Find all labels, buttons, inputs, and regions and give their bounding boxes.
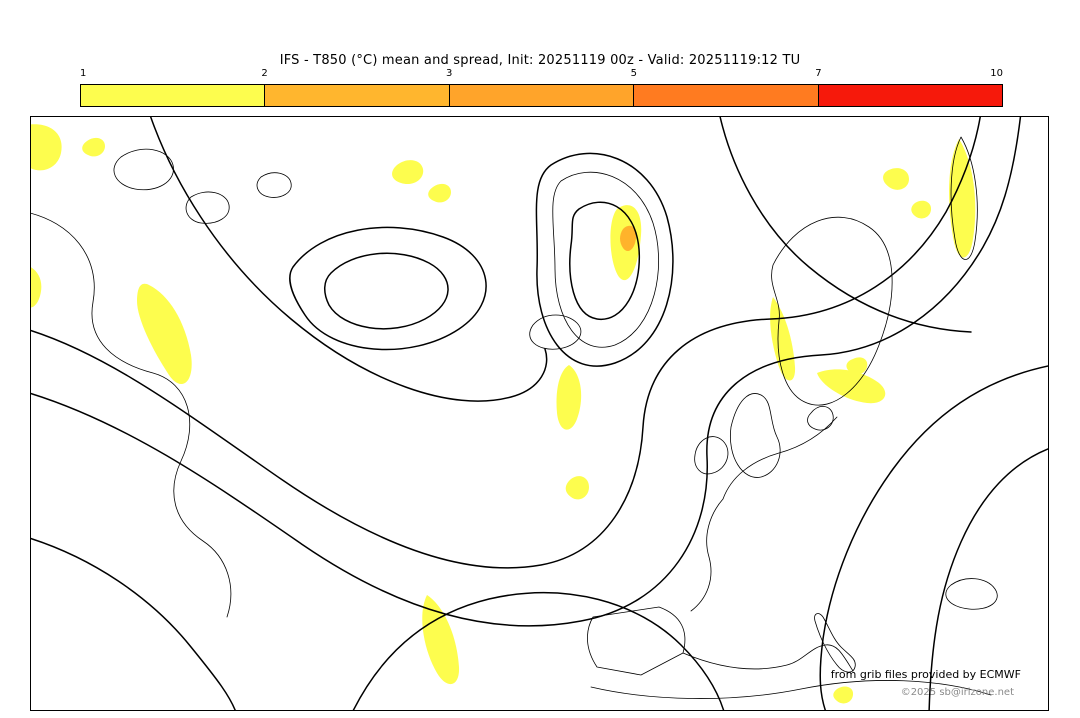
coastline (185, 191, 230, 224)
coastline-denmark (807, 406, 834, 431)
spread-patch (833, 686, 854, 704)
coastline-britain (729, 393, 781, 478)
coastline (256, 172, 292, 198)
spread-patch (883, 168, 909, 190)
coastline-black-sea (945, 578, 998, 610)
contour-layer (31, 117, 1048, 710)
coastline-scandinavia (771, 216, 893, 406)
credit-text: from grib files provided by ECMWF (830, 668, 1021, 681)
contour-line-greenland-inner (569, 201, 641, 320)
spread-patch (82, 137, 105, 157)
map-area: from grib files provided by ECMWF ©2025 … (30, 116, 1049, 711)
contour-line (719, 117, 972, 333)
contour-line (928, 448, 1048, 710)
spread-patch-mid (620, 225, 637, 252)
colorbar-segment-5-7 (634, 85, 819, 106)
coastline-layer (31, 136, 998, 699)
colorbar-tick-3: 3 (446, 68, 453, 79)
spread-patch (428, 183, 451, 203)
spread-patch (817, 369, 886, 404)
colorbar-segment-1-2 (81, 85, 266, 106)
contour-line (324, 252, 449, 330)
copyright-text: ©2025 sb@irizone.net (900, 687, 1014, 698)
spread-patch (846, 357, 868, 375)
spread-patch (422, 595, 460, 685)
contour-line (289, 226, 487, 351)
spread-shading-layer (31, 124, 976, 704)
spread-patch (565, 476, 589, 500)
coastline (113, 148, 174, 191)
colorbar-tick-1: 1 (80, 68, 87, 79)
colorbar-tick-2: 2 (261, 68, 268, 79)
spread-patch (556, 365, 582, 430)
colorbar-tick-labels: 1 2 3 5 7 10 (80, 68, 1003, 81)
contour-line (31, 117, 981, 569)
coastline-iceland (529, 314, 582, 350)
coastline-iberia (587, 606, 686, 676)
spread-patch (137, 283, 192, 385)
spread-patch (392, 160, 424, 185)
map-svg (31, 117, 1048, 710)
coastline-ireland (694, 436, 729, 475)
spread-patch (949, 139, 976, 258)
colorbar-tick-7: 7 (815, 68, 822, 79)
coastline (31, 212, 232, 618)
contour-line (149, 117, 548, 402)
contour-line (31, 117, 1022, 627)
spread-patch (911, 200, 932, 219)
colorbar-tick-5: 5 (630, 68, 637, 79)
spread-patch (770, 297, 796, 381)
contour-line (352, 592, 725, 710)
coastline-italy (814, 613, 856, 673)
contour-line (819, 365, 1048, 710)
colorbar-segment-2-3 (265, 85, 450, 106)
spread-patch (31, 124, 62, 171)
contour-line (31, 537, 236, 710)
coastline-greenland (552, 171, 659, 348)
colorbar-segment-7-10 (818, 85, 1003, 106)
coastline-north-africa (590, 680, 992, 699)
spread-patch (31, 267, 42, 308)
coastline-novaya-zemlya (950, 136, 978, 260)
colorbar-tick-10: 10 (990, 68, 1003, 79)
page-title: IFS - T850 (°C) mean and spread, Init: 2… (279, 53, 801, 68)
coastline-europe-west (690, 416, 838, 612)
contour-line-greenland-outer (535, 152, 674, 367)
colorbar-segment-3-5 (449, 85, 635, 106)
colorbar (80, 84, 1003, 107)
coastline-mediterranean (682, 644, 854, 672)
